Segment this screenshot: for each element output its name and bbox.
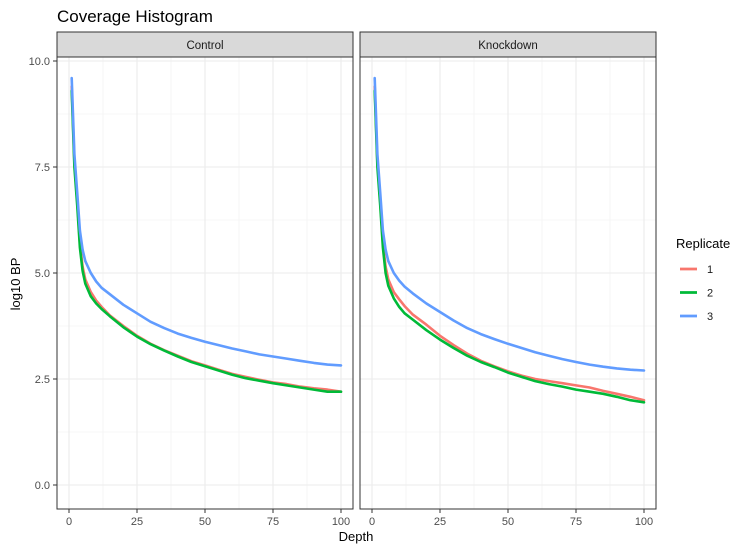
x-tick-label: 75 [570, 516, 582, 528]
y-axis-title: log10 BP [8, 258, 23, 311]
x-axis-title: Depth [339, 529, 374, 544]
legend-label-1: 1 [707, 264, 713, 276]
y-tick-label: 2.5 [35, 374, 50, 386]
y-tick-label: 10.0 [29, 56, 50, 68]
series-line-2 [70, 89, 343, 394]
y-tick-label: 0.0 [35, 480, 50, 492]
facet-panels: Control 0 25 50 75 100 Knockdown 0 25 50 75 100 [56, 31, 657, 528]
strip-label: Control [186, 40, 223, 52]
strip-label: Knockdown [478, 40, 537, 52]
chart-title: Coverage Histogram [57, 7, 213, 26]
legend-item-2: 2 [680, 288, 713, 300]
series-line-3 [373, 76, 646, 372]
x-tick-label: 50 [199, 516, 211, 528]
series-line-2 [373, 89, 646, 404]
x-tick-label: 0 [66, 516, 72, 528]
legend-label-2: 2 [707, 288, 713, 300]
panel-control: Control 0 25 50 75 100 [56, 31, 354, 528]
y-tick-label: 7.5 [35, 162, 50, 174]
legend-item-1: 1 [680, 264, 713, 276]
legend-item-3: 3 [680, 311, 713, 323]
strip-background [359, 31, 657, 58]
legend-title: Replicate [676, 236, 730, 251]
series-line-3 [70, 76, 343, 367]
x-tick-label: 50 [502, 516, 514, 528]
x-tick-label: 100 [635, 516, 653, 528]
y-axis: 0.0 2.5 5.0 7.5 10.0 [29, 56, 57, 492]
x-tick-label: 25 [434, 516, 446, 528]
x-tick-label: 25 [131, 516, 143, 528]
panel-knockdown: Knockdown 0 25 50 75 100 [359, 31, 657, 528]
legend: Replicate 1 2 3 [676, 236, 730, 323]
y-tick-label: 5.0 [35, 268, 50, 280]
legend-label-3: 3 [707, 311, 713, 323]
x-tick-label: 0 [369, 516, 375, 528]
strip-background [56, 31, 354, 58]
x-tick-label: 100 [332, 516, 350, 528]
x-tick-label: 75 [267, 516, 279, 528]
